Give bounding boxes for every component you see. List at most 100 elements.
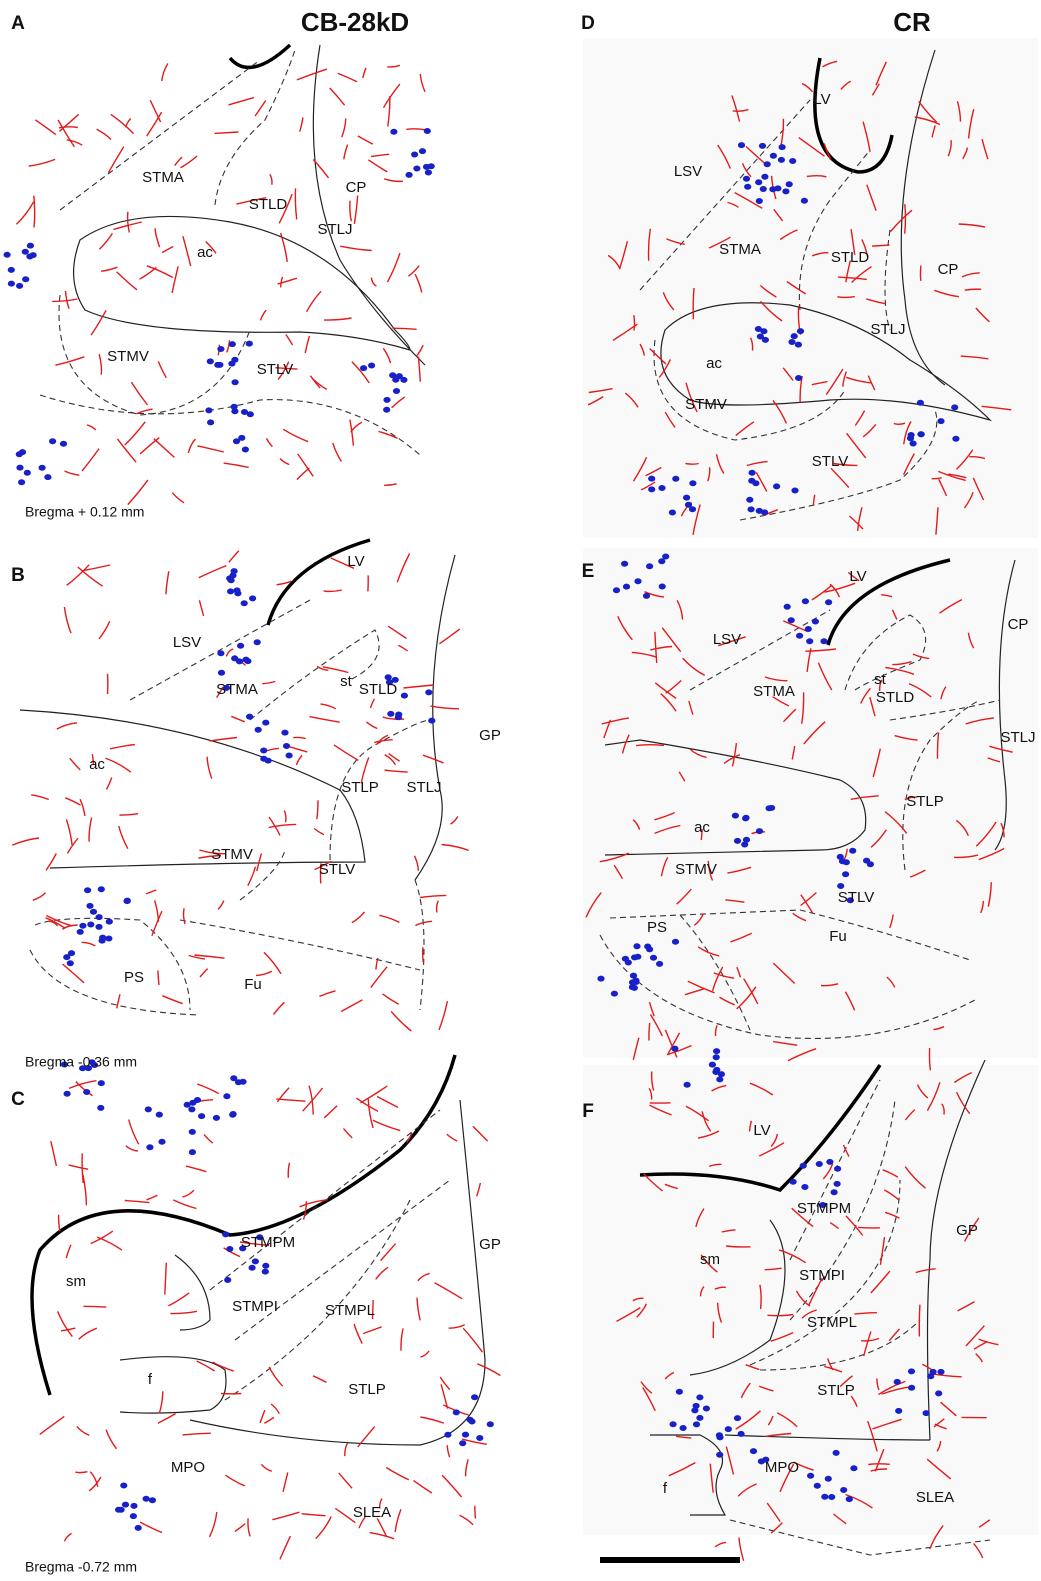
cell	[413, 166, 420, 172]
region-label: STLV	[838, 889, 874, 906]
cell	[894, 1379, 901, 1385]
cell	[453, 1409, 460, 1415]
cell	[16, 283, 23, 289]
cell	[770, 153, 777, 159]
cell	[4, 252, 11, 258]
cell	[406, 172, 413, 178]
cell	[742, 815, 749, 821]
region-label: LV	[813, 91, 830, 108]
cell	[468, 1419, 475, 1425]
cell	[908, 432, 915, 438]
cell	[755, 326, 762, 332]
cell	[671, 1046, 678, 1052]
fiber	[649, 1023, 650, 1041]
cell	[423, 164, 430, 170]
cell	[716, 1452, 723, 1458]
cell	[118, 1507, 125, 1513]
cell	[621, 561, 628, 567]
bregma-caption: Bregma -0.72 mm	[25, 1559, 137, 1575]
fiber	[868, 1464, 890, 1465]
cell	[106, 919, 113, 925]
region-label: STLD	[831, 249, 870, 266]
cell	[124, 898, 131, 904]
fiber	[919, 1305, 920, 1337]
cell	[236, 658, 243, 664]
cell	[242, 447, 249, 453]
panel-bg	[583, 38, 1038, 538]
cell	[684, 1082, 691, 1088]
cell	[778, 157, 785, 163]
region-label: MPO	[171, 1459, 205, 1476]
region-label: MPO	[765, 1459, 799, 1476]
cell	[764, 161, 771, 167]
cell	[750, 1448, 757, 1454]
cell	[16, 451, 23, 457]
cell	[254, 639, 261, 645]
cell	[234, 590, 241, 596]
region-label: SLEA	[353, 1504, 391, 1521]
cell	[622, 956, 629, 962]
cell	[752, 480, 759, 486]
cell	[738, 1431, 745, 1437]
cell	[648, 476, 655, 482]
fiber	[423, 947, 424, 962]
cell	[145, 1106, 152, 1112]
cell	[842, 871, 849, 877]
cell	[86, 903, 93, 909]
cell	[262, 1269, 269, 1275]
cell	[213, 1115, 220, 1121]
cell	[188, 1106, 195, 1112]
cell	[96, 914, 103, 920]
cell	[184, 1102, 191, 1108]
cell	[360, 365, 367, 371]
cell	[951, 404, 958, 410]
region-label: STLJ	[1000, 729, 1035, 746]
cell	[262, 1263, 269, 1269]
cell	[425, 170, 432, 176]
cell	[49, 438, 56, 444]
region-label: STLV	[812, 453, 848, 470]
cell	[756, 508, 763, 514]
region-label: STLJ	[317, 221, 352, 238]
cell	[428, 718, 435, 724]
cell	[122, 1502, 129, 1508]
region-label: STMA	[216, 681, 258, 698]
cell	[79, 923, 86, 929]
cell	[759, 143, 766, 149]
cell	[795, 375, 802, 381]
cell	[230, 1111, 237, 1117]
cell	[64, 1091, 71, 1097]
cell	[672, 476, 679, 482]
cell	[67, 960, 74, 966]
cell	[676, 1389, 683, 1395]
region-label: STMPI	[232, 1298, 278, 1315]
fiber	[685, 464, 698, 465]
cell	[834, 1166, 841, 1172]
cell	[223, 1093, 230, 1099]
cell	[807, 1473, 814, 1479]
panel-letter: E	[582, 561, 595, 582]
cell	[246, 341, 253, 347]
cell	[840, 1487, 847, 1493]
cell	[784, 604, 791, 610]
cell	[229, 341, 236, 347]
cell	[630, 973, 637, 979]
cell	[390, 129, 397, 135]
cell	[669, 510, 676, 516]
region-label: STMV	[675, 861, 717, 878]
cell	[389, 372, 396, 378]
cell	[252, 1258, 259, 1264]
cell	[387, 711, 394, 717]
cell	[198, 1113, 205, 1119]
cell	[758, 1458, 765, 1464]
cell	[18, 479, 25, 485]
cell	[143, 1496, 150, 1502]
cell	[60, 441, 67, 447]
cell	[790, 1179, 797, 1185]
cell	[756, 198, 763, 204]
cell	[648, 486, 655, 492]
cell	[760, 186, 767, 192]
region-label: STMPI	[799, 1267, 845, 1284]
cell	[63, 954, 70, 960]
region-label: STMPL	[807, 1314, 857, 1331]
